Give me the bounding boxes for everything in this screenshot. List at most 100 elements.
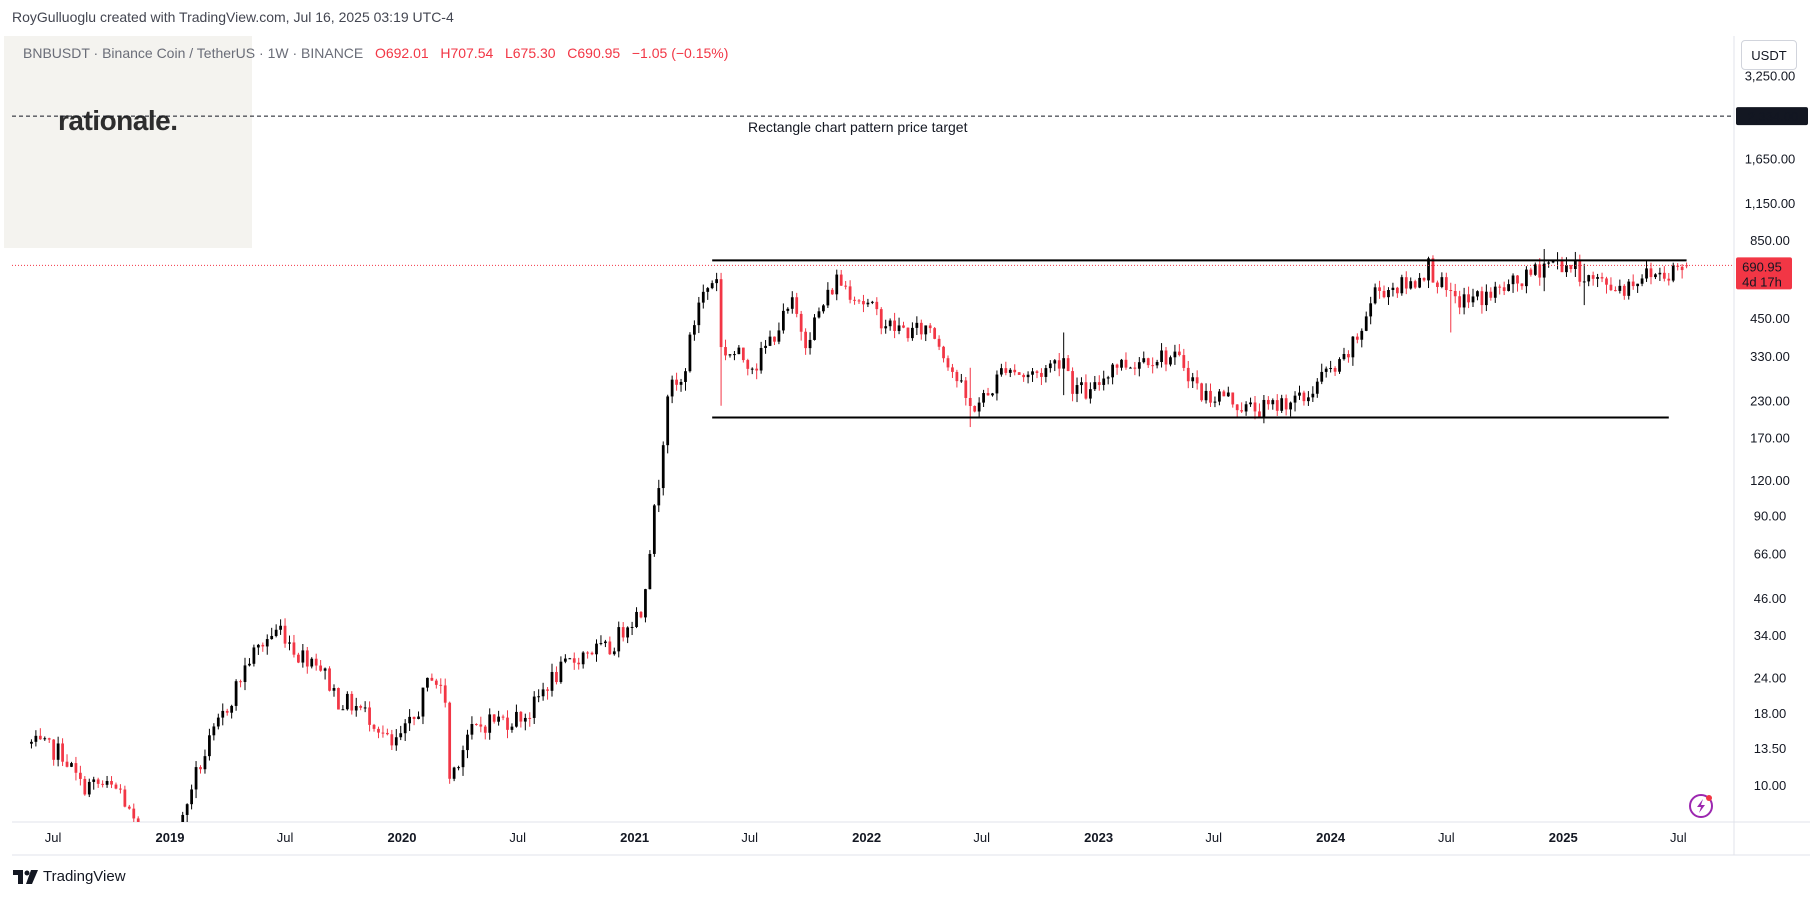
candle-body: [297, 654, 300, 663]
candle-body: [853, 299, 856, 301]
candle-body: [577, 662, 581, 665]
candle-body: [848, 286, 852, 300]
candle-body: [230, 705, 234, 713]
price-tick-label: 3,250.00: [1745, 68, 1796, 83]
lightning-icon-bolt: [1697, 799, 1705, 813]
candle-body: [1271, 400, 1275, 405]
candle-body: [804, 331, 807, 349]
candle-body: [1262, 399, 1266, 418]
candle-body: [30, 741, 33, 744]
candle-body: [1155, 361, 1159, 366]
candle-body: [546, 689, 549, 691]
candle-body: [1654, 274, 1657, 278]
candle-body: [937, 338, 941, 347]
candle-body: [951, 367, 954, 372]
lightning-icon[interactable]: [1689, 794, 1713, 818]
time-tick-label: Jul: [277, 830, 294, 845]
candle-body: [1106, 377, 1110, 379]
candle-body: [688, 334, 692, 372]
candle-body: [959, 380, 963, 382]
high-label: H: [440, 45, 451, 61]
candle-body: [1658, 272, 1662, 275]
candle-body: [34, 735, 38, 742]
candle-body: [1218, 391, 1221, 402]
candle-body: [902, 325, 905, 328]
candle-body: [1275, 400, 1279, 411]
candle-body: [101, 783, 105, 785]
candle-body: [332, 688, 336, 691]
candle-body: [893, 320, 896, 331]
candle-body: [479, 724, 483, 727]
candle-body: [181, 814, 185, 822]
candle-body: [1582, 281, 1586, 283]
candle-body: [434, 680, 438, 685]
price-tick-label: 330.00: [1750, 349, 1790, 364]
candle-body: [919, 322, 923, 335]
candle-body: [1422, 277, 1426, 281]
candle-body: [617, 627, 621, 652]
candle-body: [1200, 383, 1203, 401]
candle-body: [448, 702, 452, 779]
candle-body: [839, 274, 843, 286]
candle-body: [706, 288, 710, 292]
candle-body: [1449, 290, 1453, 292]
candle-body: [1538, 264, 1542, 278]
candle-body: [884, 326, 888, 329]
candle-body: [977, 402, 981, 412]
price-tick-label: 66.00: [1754, 547, 1787, 562]
candle-body: [1471, 296, 1475, 303]
chart-attribution: RoyGulluoglu created with TradingView.co…: [12, 9, 454, 25]
candle-body: [168, 847, 171, 857]
candle-body: [523, 717, 527, 722]
candle-body: [1222, 391, 1226, 397]
candle-body: [377, 728, 380, 733]
candle-body: [1173, 351, 1177, 358]
candle-body: [1413, 281, 1417, 288]
candle-body: [1066, 358, 1070, 372]
candle-body: [185, 804, 189, 815]
candle-body: [190, 789, 193, 805]
candle-body: [621, 627, 625, 638]
candle-body: [1195, 377, 1199, 384]
tradingview-brand[interactable]: TradingView: [13, 868, 126, 885]
candle-body: [105, 781, 109, 785]
candle-body: [212, 726, 216, 736]
candle-body: [684, 371, 687, 382]
candle-body: [639, 611, 643, 618]
candle-body: [252, 647, 256, 664]
candle-body: [506, 717, 509, 730]
candle-body: [635, 611, 638, 627]
candle-body: [443, 685, 447, 703]
candle-body: [1017, 372, 1021, 375]
candle-body: [755, 368, 759, 371]
candle-body: [1551, 261, 1555, 263]
price-tick-label: 170.00: [1750, 430, 1790, 445]
candle-body: [1342, 353, 1346, 360]
candle-body: [83, 778, 87, 795]
candle-body: [1533, 264, 1537, 275]
candle-body: [928, 325, 932, 329]
candle-body: [1031, 371, 1034, 375]
candle-body: [363, 707, 367, 709]
target-annotation: Rectangle chart pattern price target: [748, 119, 968, 135]
time-tick-label: 2023: [1084, 830, 1113, 845]
candle-body: [746, 360, 750, 369]
candle-body: [1671, 265, 1675, 281]
candle-body: [354, 706, 358, 711]
candle-body: [986, 393, 990, 396]
candle-body: [915, 322, 919, 328]
candle-body: [1115, 364, 1119, 368]
lightning-icon-dot: [1706, 795, 1712, 801]
candle-body: [164, 847, 167, 859]
candle-body: [1120, 359, 1123, 368]
target-level-tag: [1736, 107, 1808, 126]
candle-body: [1026, 374, 1030, 378]
candle-body: [288, 642, 291, 644]
candle-body: [822, 305, 825, 312]
candle-body: [337, 688, 340, 710]
currency-button[interactable]: USDT: [1741, 40, 1797, 70]
candle-body: [1600, 277, 1604, 279]
symbol-legend[interactable]: BNBUSDT · Binance Coin / TetherUS · 1W ·…: [23, 45, 728, 61]
candle-body: [1511, 275, 1515, 285]
